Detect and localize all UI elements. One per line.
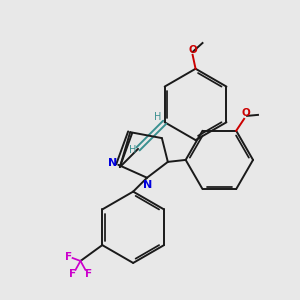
Text: F: F: [85, 269, 92, 279]
Text: H: H: [154, 112, 161, 122]
Text: N: N: [143, 180, 153, 190]
Text: F: F: [65, 252, 72, 262]
Text: N: N: [108, 158, 117, 168]
Text: O: O: [242, 108, 250, 118]
Text: H: H: [130, 145, 137, 155]
Text: F: F: [69, 269, 76, 279]
Text: O: O: [188, 45, 197, 55]
